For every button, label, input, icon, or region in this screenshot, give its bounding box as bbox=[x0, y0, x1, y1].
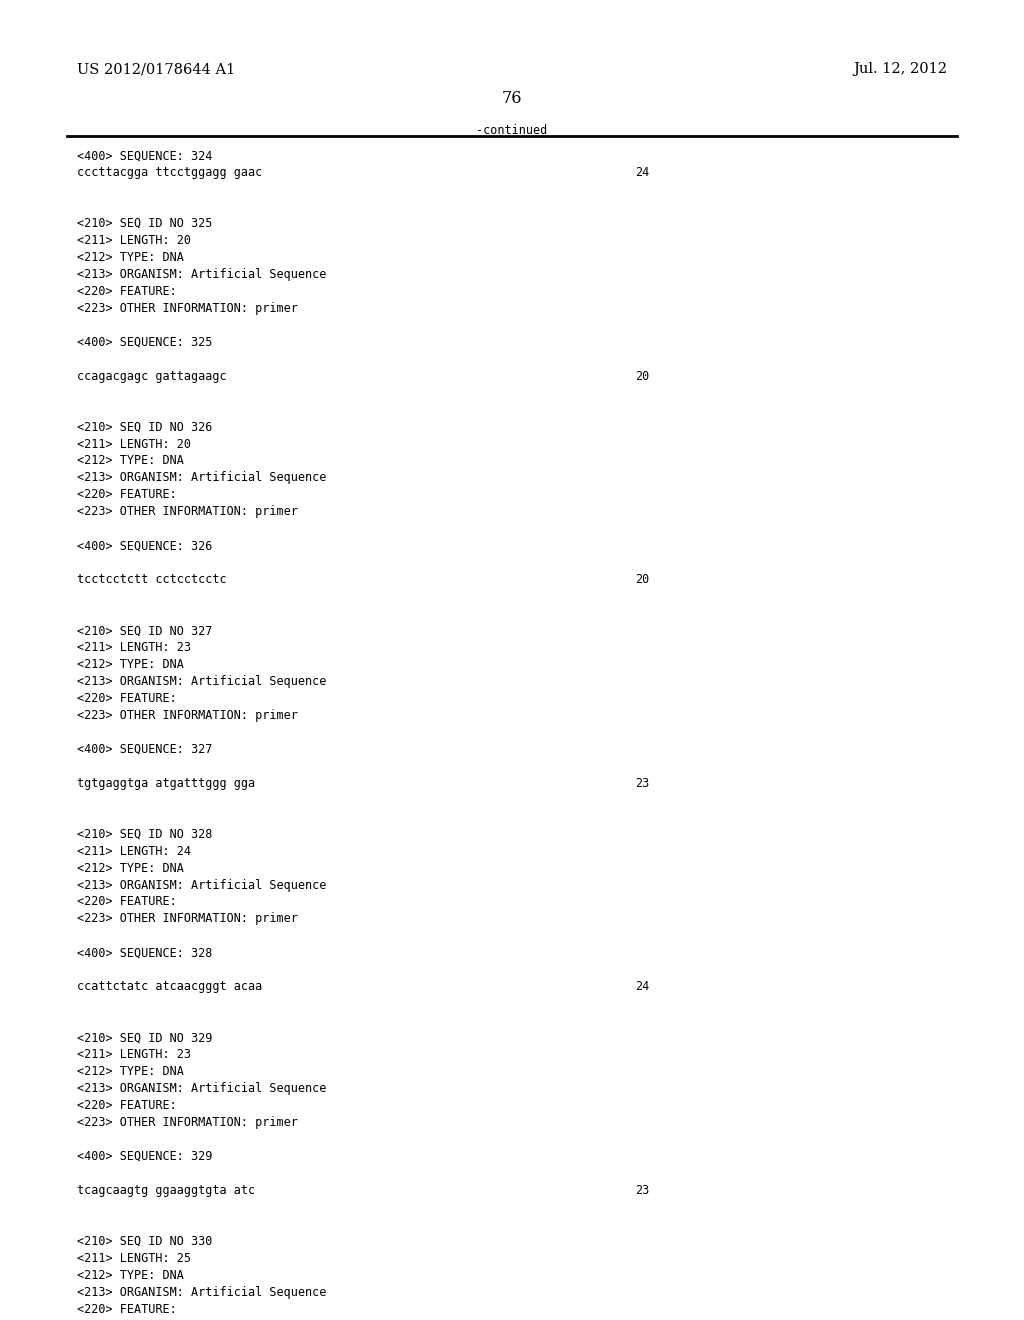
Text: <220> FEATURE:: <220> FEATURE: bbox=[77, 895, 176, 908]
Text: <210> SEQ ID NO 327: <210> SEQ ID NO 327 bbox=[77, 624, 212, 638]
Text: <400> SEQUENCE: 329: <400> SEQUENCE: 329 bbox=[77, 1150, 212, 1163]
Text: <211> LENGTH: 20: <211> LENGTH: 20 bbox=[77, 437, 190, 450]
Text: ccattctatc atcaacgggt acaa: ccattctatc atcaacgggt acaa bbox=[77, 981, 262, 993]
Text: ccagacgagc gattagaagc: ccagacgagc gattagaagc bbox=[77, 370, 226, 383]
Text: <220> FEATURE:: <220> FEATURE: bbox=[77, 285, 176, 298]
Text: <210> SEQ ID NO 325: <210> SEQ ID NO 325 bbox=[77, 216, 212, 230]
Text: <400> SEQUENCE: 326: <400> SEQUENCE: 326 bbox=[77, 540, 212, 552]
Text: <212> TYPE: DNA: <212> TYPE: DNA bbox=[77, 1269, 183, 1282]
Text: <223> OTHER INFORMATION: primer: <223> OTHER INFORMATION: primer bbox=[77, 912, 298, 925]
Text: <212> TYPE: DNA: <212> TYPE: DNA bbox=[77, 1065, 183, 1078]
Text: <400> SEQUENCE: 324: <400> SEQUENCE: 324 bbox=[77, 149, 212, 162]
Text: US 2012/0178644 A1: US 2012/0178644 A1 bbox=[77, 62, 236, 77]
Text: <210> SEQ ID NO 328: <210> SEQ ID NO 328 bbox=[77, 828, 212, 841]
Text: -continued: -continued bbox=[476, 124, 548, 137]
Text: <223> OTHER INFORMATION: primer: <223> OTHER INFORMATION: primer bbox=[77, 709, 298, 722]
Text: <211> LENGTH: 23: <211> LENGTH: 23 bbox=[77, 642, 190, 653]
Text: 20: 20 bbox=[635, 573, 649, 586]
Text: 20: 20 bbox=[635, 370, 649, 383]
Text: <210> SEQ ID NO 329: <210> SEQ ID NO 329 bbox=[77, 1031, 212, 1044]
Text: <213> ORGANISM: Artificial Sequence: <213> ORGANISM: Artificial Sequence bbox=[77, 1082, 327, 1096]
Text: <400> SEQUENCE: 327: <400> SEQUENCE: 327 bbox=[77, 743, 212, 756]
Text: 76: 76 bbox=[502, 90, 522, 107]
Text: <213> ORGANISM: Artificial Sequence: <213> ORGANISM: Artificial Sequence bbox=[77, 471, 327, 484]
Text: <220> FEATURE:: <220> FEATURE: bbox=[77, 692, 176, 705]
Text: tcagcaagtg ggaaggtgta atc: tcagcaagtg ggaaggtgta atc bbox=[77, 1184, 255, 1197]
Text: <212> TYPE: DNA: <212> TYPE: DNA bbox=[77, 251, 183, 264]
Text: <223> OTHER INFORMATION: primer: <223> OTHER INFORMATION: primer bbox=[77, 302, 298, 314]
Text: cccttacgga ttcctggagg gaac: cccttacgga ttcctggagg gaac bbox=[77, 166, 262, 180]
Text: <211> LENGTH: 23: <211> LENGTH: 23 bbox=[77, 1048, 190, 1061]
Text: 23: 23 bbox=[635, 776, 649, 789]
Text: Jul. 12, 2012: Jul. 12, 2012 bbox=[853, 62, 947, 77]
Text: <213> ORGANISM: Artificial Sequence: <213> ORGANISM: Artificial Sequence bbox=[77, 1286, 327, 1299]
Text: <212> TYPE: DNA: <212> TYPE: DNA bbox=[77, 659, 183, 671]
Text: <220> FEATURE:: <220> FEATURE: bbox=[77, 1303, 176, 1316]
Text: <220> FEATURE:: <220> FEATURE: bbox=[77, 1100, 176, 1111]
Text: <210> SEQ ID NO 330: <210> SEQ ID NO 330 bbox=[77, 1234, 212, 1247]
Text: tgtgaggtga atgatttggg gga: tgtgaggtga atgatttggg gga bbox=[77, 776, 255, 789]
Text: <210> SEQ ID NO 326: <210> SEQ ID NO 326 bbox=[77, 421, 212, 433]
Text: 23: 23 bbox=[635, 1184, 649, 1197]
Text: <400> SEQUENCE: 325: <400> SEQUENCE: 325 bbox=[77, 335, 212, 348]
Text: <220> FEATURE:: <220> FEATURE: bbox=[77, 488, 176, 502]
Text: 24: 24 bbox=[635, 166, 649, 180]
Text: <213> ORGANISM: Artificial Sequence: <213> ORGANISM: Artificial Sequence bbox=[77, 268, 327, 281]
Text: <211> LENGTH: 20: <211> LENGTH: 20 bbox=[77, 234, 190, 247]
Text: <212> TYPE: DNA: <212> TYPE: DNA bbox=[77, 862, 183, 875]
Text: tcctcctctt cctcctcctc: tcctcctctt cctcctcctc bbox=[77, 573, 226, 586]
Text: <223> OTHER INFORMATION: primer: <223> OTHER INFORMATION: primer bbox=[77, 1115, 298, 1129]
Text: <213> ORGANISM: Artificial Sequence: <213> ORGANISM: Artificial Sequence bbox=[77, 879, 327, 891]
Text: <211> LENGTH: 25: <211> LENGTH: 25 bbox=[77, 1251, 190, 1265]
Text: <213> ORGANISM: Artificial Sequence: <213> ORGANISM: Artificial Sequence bbox=[77, 675, 327, 688]
Text: <212> TYPE: DNA: <212> TYPE: DNA bbox=[77, 454, 183, 467]
Text: <223> OTHER INFORMATION: primer: <223> OTHER INFORMATION: primer bbox=[77, 506, 298, 519]
Text: <400> SEQUENCE: 328: <400> SEQUENCE: 328 bbox=[77, 946, 212, 960]
Text: <211> LENGTH: 24: <211> LENGTH: 24 bbox=[77, 845, 190, 858]
Text: 24: 24 bbox=[635, 981, 649, 993]
